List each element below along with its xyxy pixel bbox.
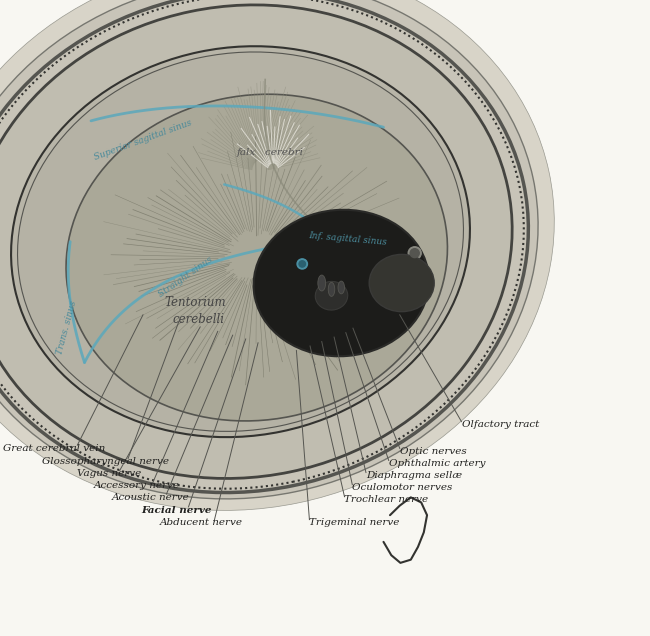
Text: cerebelli: cerebelli <box>172 313 224 326</box>
Ellipse shape <box>66 94 447 421</box>
Text: Trigeminal nerve: Trigeminal nerve <box>309 518 400 527</box>
Text: Inf. sagittal sinus: Inf. sagittal sinus <box>308 231 387 246</box>
Text: falx   cerebri: falx cerebri <box>236 148 304 157</box>
Text: Straight sinus: Straight sinus <box>157 254 214 299</box>
Ellipse shape <box>338 281 344 294</box>
Ellipse shape <box>18 52 463 431</box>
Ellipse shape <box>254 210 429 356</box>
Text: Ophthalmic artery: Ophthalmic artery <box>389 459 485 468</box>
Text: Great cerebral vein: Great cerebral vein <box>3 444 105 453</box>
Text: Acoustic nerve: Acoustic nerve <box>112 493 190 502</box>
Ellipse shape <box>0 0 538 499</box>
Text: Accessory nerve: Accessory nerve <box>94 481 180 490</box>
Text: Olfactory tract: Olfactory tract <box>462 420 539 429</box>
Ellipse shape <box>315 281 348 310</box>
Text: Facial nerve: Facial nerve <box>142 506 212 515</box>
Text: Tentorium: Tentorium <box>164 296 226 308</box>
Ellipse shape <box>0 0 554 511</box>
Ellipse shape <box>0 5 512 478</box>
Text: Glossopharyngeal nerve: Glossopharyngeal nerve <box>42 457 169 466</box>
Ellipse shape <box>369 254 434 312</box>
Text: Oculomotor nerves: Oculomotor nerves <box>352 483 452 492</box>
Circle shape <box>299 261 305 267</box>
Circle shape <box>297 259 307 269</box>
Ellipse shape <box>11 46 470 437</box>
Text: Optic nerves: Optic nerves <box>400 447 467 456</box>
Text: Trans. sinus: Trans. sinus <box>55 300 79 356</box>
Text: Abducent nerve: Abducent nerve <box>160 518 243 527</box>
Circle shape <box>410 249 419 258</box>
Text: Vagus nerve: Vagus nerve <box>77 469 141 478</box>
Text: Superior sagittal sinus: Superior sagittal sinus <box>93 118 193 162</box>
Text: Diaphragma sellæ: Diaphragma sellæ <box>366 471 462 480</box>
Circle shape <box>408 247 421 259</box>
Ellipse shape <box>328 282 335 296</box>
Text: Trochlear nerve: Trochlear nerve <box>344 495 428 504</box>
Ellipse shape <box>318 275 326 291</box>
